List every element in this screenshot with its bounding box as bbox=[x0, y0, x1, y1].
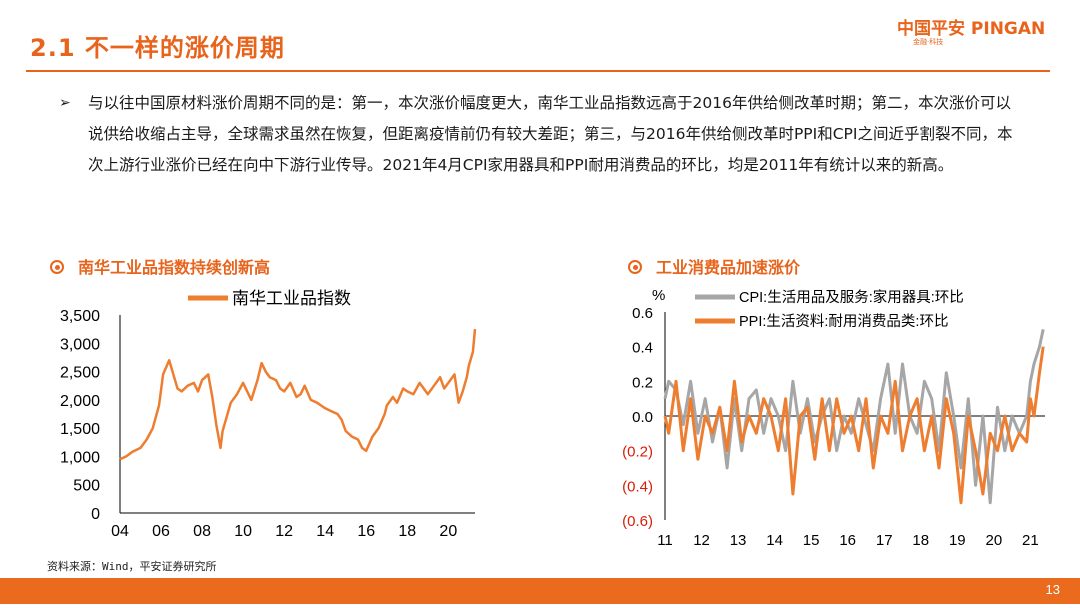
x-tick-label: 04 bbox=[111, 523, 129, 540]
source-note: 资料来源：Wind，平安证券研究所 bbox=[47, 560, 217, 573]
x-tick-label: 06 bbox=[152, 523, 170, 540]
x-tick-label: 14 bbox=[766, 532, 783, 549]
y-tick-label: 0.0 bbox=[632, 409, 653, 426]
y-tick-label: (0.4) bbox=[622, 478, 653, 495]
x-tick-label: 12 bbox=[275, 523, 293, 540]
bullet-paragraph: ➢ 与以往中国原材料涨价周期不同的是：第一，本次涨价幅度更大，南华工业品指数远高… bbox=[59, 88, 1024, 181]
x-tick-label: 13 bbox=[730, 532, 747, 549]
unit-label: % bbox=[652, 287, 665, 304]
y-tick-label: 0.6 bbox=[632, 305, 653, 322]
x-tick-label: 17 bbox=[876, 532, 893, 549]
right-chart-title: 工业消费品加速涨价 bbox=[656, 258, 801, 277]
x-tick-label: 11 bbox=[657, 532, 673, 549]
y-tick-label: 0 bbox=[91, 506, 100, 523]
y-tick-label: 0.2 bbox=[632, 374, 653, 391]
bullet-text: 与以往中国原材料涨价周期不同的是：第一，本次涨价幅度更大，南华工业品指数远高于2… bbox=[88, 94, 1013, 174]
x-tick-label: 18 bbox=[398, 523, 416, 540]
x-tick-label: 08 bbox=[193, 523, 211, 540]
y-tick-label: (0.2) bbox=[622, 444, 653, 461]
page-title: 2.1 不一样的涨价周期 bbox=[30, 34, 285, 62]
logo-sub-text: 金融·科技 bbox=[913, 38, 944, 46]
y-tick-label: (0.6) bbox=[622, 513, 653, 530]
legend-label: 南华工业品指数 bbox=[232, 289, 351, 308]
x-tick-label: 16 bbox=[357, 523, 375, 540]
consumer-goods-price-chart: %0.6 0.4 0.2 0.0 (0.2) (0.4) (0.6)11 12 13 14 15 16… bbox=[622, 287, 1045, 549]
y-tick-label: 2,500 bbox=[60, 365, 100, 382]
x-tick-label: 16 bbox=[839, 532, 856, 549]
x-tick-label: 15 bbox=[803, 532, 820, 549]
y-tick-label: 500 bbox=[73, 478, 100, 495]
left-chart-title: 南华工业品指数持续创新高 bbox=[78, 258, 271, 277]
x-tick-label: 14 bbox=[316, 523, 334, 540]
legend-label: PPI:生活资料:耐用消费品类:环比 bbox=[739, 313, 948, 330]
target-icon bbox=[50, 260, 64, 274]
series-line-nanhua bbox=[119, 328, 477, 461]
bullet-arrow-icon: ➢ bbox=[59, 95, 71, 111]
left-chart-title-wrap: 南华工业品指数持续创新高 bbox=[50, 254, 270, 278]
right-chart-title-wrap: 工业消费品加速涨价 bbox=[628, 254, 800, 278]
logo-main-text: 中国平安 PINGAN bbox=[897, 19, 1046, 39]
nanhua-index-chart: 3,500 3,000 2,500 2,000 1,500 1,000 500 0 04 06 08… bbox=[60, 289, 477, 540]
target-icon bbox=[628, 260, 642, 274]
x-tick-label: 20 bbox=[439, 523, 457, 540]
x-tick-label: 21 bbox=[1022, 532, 1039, 549]
x-tick-label: 10 bbox=[234, 523, 252, 540]
pingan-logo: 中国平安 PINGAN 金融·科技 bbox=[897, 14, 1067, 48]
y-tick-label: 1,000 bbox=[60, 449, 100, 466]
x-tick-label: 12 bbox=[693, 532, 710, 549]
legend-label: CPI:生活用品及服务:家用器具:环比 bbox=[739, 289, 964, 306]
y-tick-label: 2,000 bbox=[60, 393, 100, 410]
page-number: 13 bbox=[1045, 582, 1060, 597]
title-divider bbox=[26, 70, 1050, 72]
series-line-cpi bbox=[663, 328, 1045, 505]
x-tick-label: 20 bbox=[986, 532, 1003, 549]
x-tick-label: 18 bbox=[912, 532, 929, 549]
footer-bar: 13 bbox=[0, 578, 1080, 604]
y-tick-label: 1,500 bbox=[60, 421, 100, 438]
y-tick-label: 3,000 bbox=[60, 336, 100, 353]
y-tick-label: 3,500 bbox=[60, 308, 100, 325]
y-tick-label: 0.4 bbox=[632, 340, 653, 357]
series-line-ppi bbox=[663, 346, 1045, 505]
x-tick-label: 19 bbox=[949, 532, 966, 549]
